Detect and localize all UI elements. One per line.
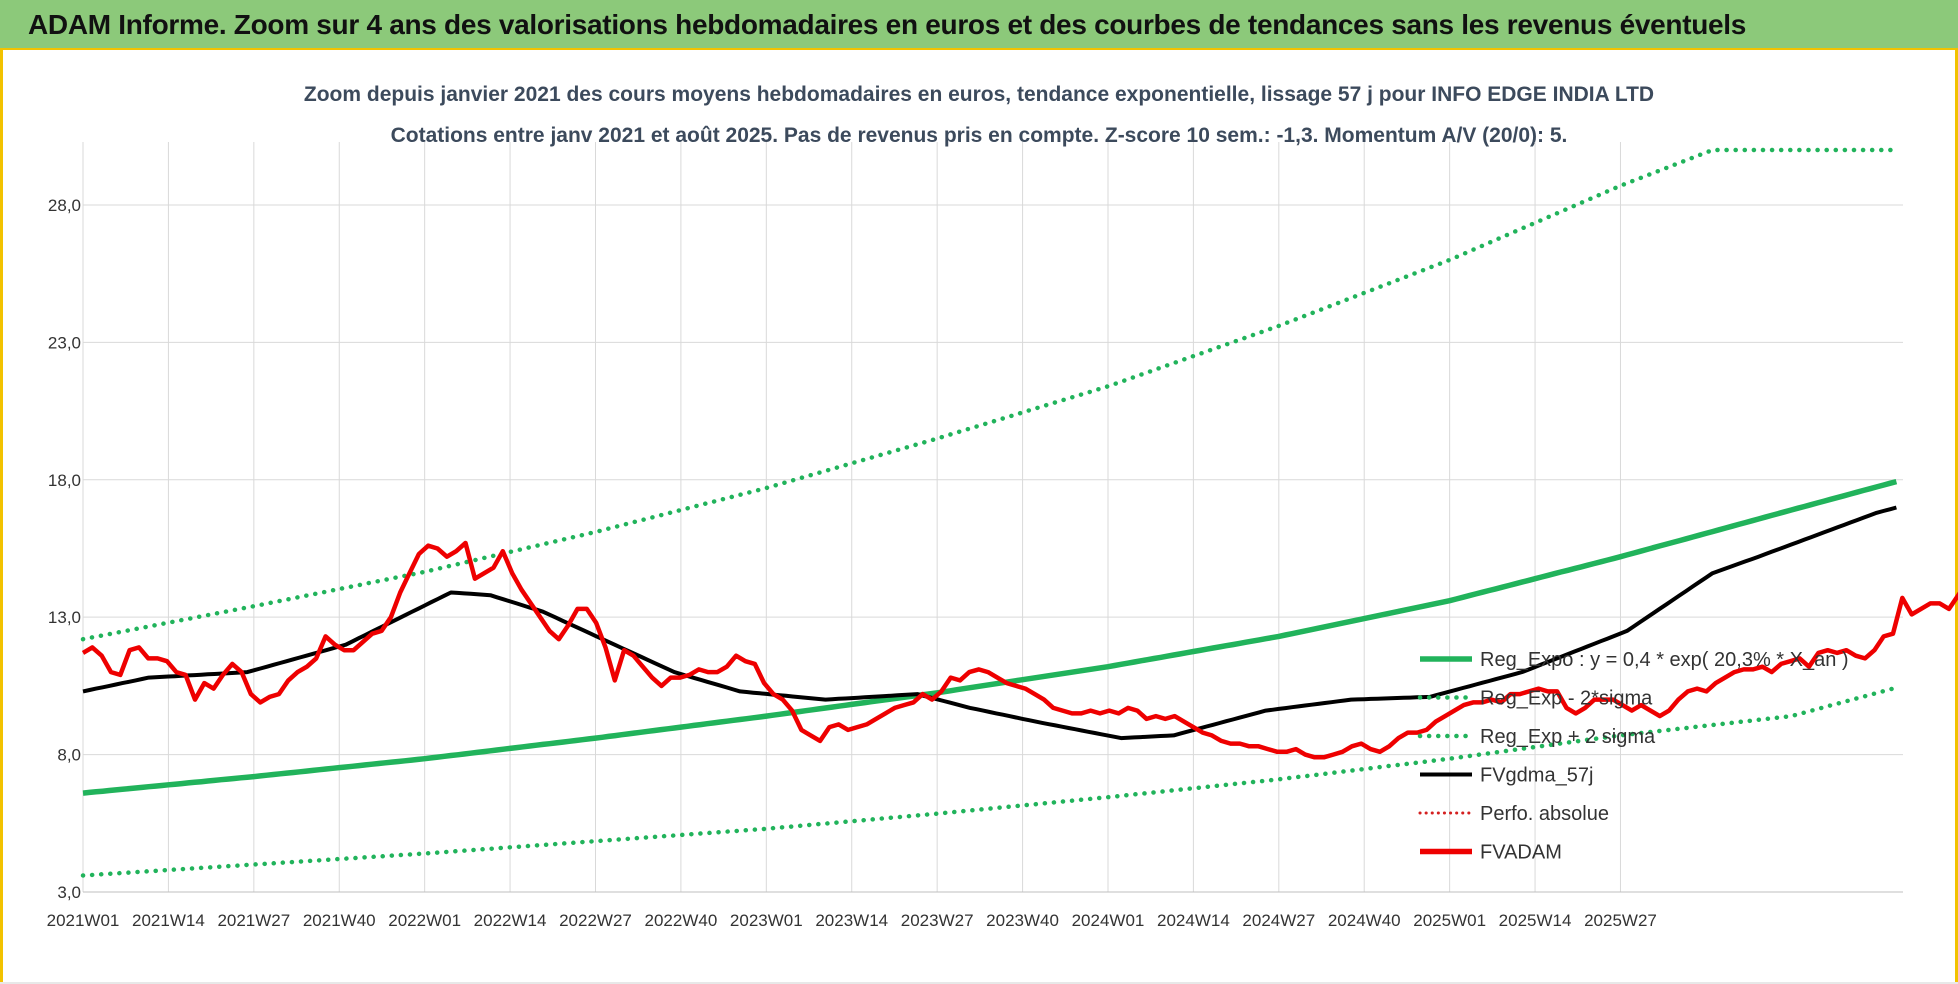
x-tick-label: 2022W01 — [388, 911, 461, 930]
x-tick-label: 2021W27 — [217, 911, 290, 930]
series-line-high — [80, 147, 1899, 642]
x-tick-label: 2022W40 — [645, 911, 718, 930]
frame-bottom-border — [0, 982, 1958, 984]
series-lines — [80, 147, 1958, 878]
x-tick-label: 2023W27 — [901, 911, 974, 930]
y-tick-label: 13,0 — [48, 608, 81, 627]
x-tick-label: 2024W01 — [1072, 911, 1145, 930]
report-banner: ADAM Informe. Zoom sur 4 ans des valoris… — [0, 0, 1958, 50]
series-line-reg — [82, 478, 1898, 796]
grid — [82, 142, 1903, 893]
y-tick-label: 3,0 — [57, 883, 81, 902]
x-tick-label: 2023W40 — [986, 911, 1059, 930]
frame-left-border — [0, 50, 3, 984]
y-tick-label: 23,0 — [48, 333, 81, 352]
legend: Reg_Expo : y = 0,4 * exp( 20,3% * X_an )… — [1417, 649, 1849, 864]
y-tick-label: 18,0 — [48, 471, 81, 490]
valuation-chart: Zoom depuis janvier 2021 des cours moyen… — [47, 83, 1958, 930]
series-line-low — [80, 685, 1899, 878]
legend-label-high: Reg_Exp + 2 sigma — [1480, 726, 1656, 748]
x-tick-label: 2023W01 — [730, 911, 803, 930]
x-tick-label: 2021W40 — [303, 911, 376, 930]
chart-title-line2: Cotations entre janv 2021 et août 2025. … — [391, 124, 1568, 147]
legend-label-gdma: FVgdma_57j — [1480, 765, 1593, 787]
x-tick-label: 2022W27 — [559, 911, 632, 930]
x-tick-label: 2023W14 — [815, 911, 888, 930]
series-line-fvadam — [81, 540, 1958, 760]
x-tick-label: 2022W14 — [474, 911, 547, 930]
x-tick-label: 2021W01 — [47, 911, 120, 930]
frame-right-border — [1955, 50, 1958, 984]
legend-label-perf: Perfo. absolue — [1480, 803, 1609, 825]
x-tick-label: 2024W14 — [1157, 911, 1230, 930]
axes: 3,0 8,0 13,0 18,0 23,0 28,0 2021W01 2021W14 2021… — [47, 196, 1903, 930]
x-tick-label: 2025W27 — [1584, 911, 1657, 930]
x-tick-label: 2025W01 — [1413, 911, 1486, 930]
legend-label-reg: Reg_Expo : y = 0,4 * exp( 20,3% * X_an ) — [1480, 649, 1849, 671]
chart-title-line1: Zoom depuis janvier 2021 des cours moyen… — [304, 83, 1654, 106]
y-tick-label: 8,0 — [57, 746, 81, 765]
x-tick-label: 2025W14 — [1499, 911, 1572, 930]
legend-label-low: Reg_Exp - 2*sigma — [1480, 688, 1653, 710]
legend-label-fvadam: FVADAM — [1480, 842, 1562, 864]
x-tick-label: 2024W27 — [1242, 911, 1315, 930]
x-tick-label: 2021W14 — [132, 911, 205, 930]
x-tick-label: 2024W40 — [1328, 911, 1401, 930]
banner-title: ADAM Informe. Zoom sur 4 ans des valoris… — [28, 9, 1747, 40]
y-tick-label: 28,0 — [48, 196, 81, 215]
